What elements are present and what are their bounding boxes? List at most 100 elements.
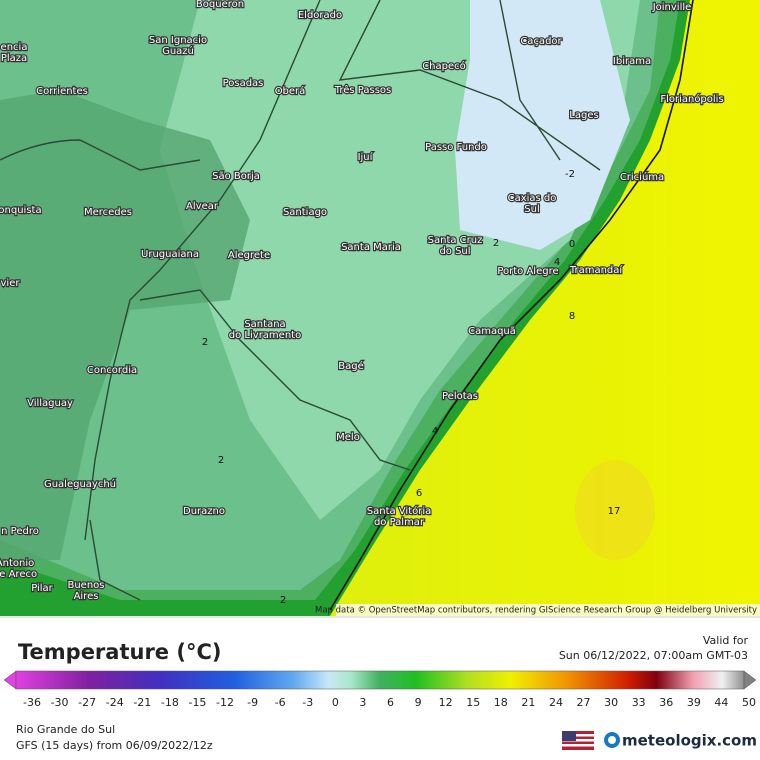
city-label: Pelotas xyxy=(442,391,478,402)
scale-tick-label: 0 xyxy=(332,696,339,709)
city-label: Pilar xyxy=(31,583,53,594)
city-label: Oberá xyxy=(275,85,306,97)
city-label: Porto Alegre xyxy=(497,266,558,277)
contour-label: 4 xyxy=(554,257,560,268)
city-label: Eldorado xyxy=(298,10,342,21)
city-label: Mercedes xyxy=(84,207,132,218)
valid-time: Sun 06/12/2022, 07:00am GMT-03 xyxy=(559,649,748,662)
colorbar-arrow-right xyxy=(743,670,757,690)
city-label: Passo Fundo xyxy=(425,142,487,153)
scale-tick-label: 39 xyxy=(687,696,701,709)
region: Rio Grande do Sul xyxy=(16,723,115,736)
city-label: Corrientes xyxy=(36,86,88,97)
city-label: Villaguay xyxy=(27,398,73,409)
city-label: Sul xyxy=(524,204,539,215)
city-label: Alegrete xyxy=(228,250,270,261)
city-label: Boqueron xyxy=(196,0,244,10)
flag xyxy=(562,731,594,750)
scale-tick-label: -27 xyxy=(78,696,96,709)
city-label: Florianópolis xyxy=(660,93,723,105)
scale-tick-label: 9 xyxy=(415,696,422,709)
scale-tick-label: 6 xyxy=(387,696,394,709)
city-label: Santa Cruz xyxy=(428,235,483,246)
city-label: Antonio xyxy=(0,558,34,569)
brand[interactable]: meteologix.com xyxy=(622,732,757,750)
contour-label: 6 xyxy=(416,488,422,499)
contour-label: 2 xyxy=(218,455,224,466)
contour-label: 4 xyxy=(432,426,438,437)
scale-tick-label: 36 xyxy=(659,696,673,709)
model: GFS (15 days) from 06/09/2022/12z xyxy=(16,739,213,752)
city-label: Melo xyxy=(336,432,360,443)
scale-tick-label: 27 xyxy=(577,696,591,709)
zone-west xyxy=(0,90,250,560)
scale-tick-label: 21 xyxy=(521,696,535,709)
city-label: Camaquã xyxy=(468,326,516,337)
city-label: Ibirama xyxy=(613,56,651,67)
city-label: Gualeguaychú xyxy=(44,478,116,490)
city-label: Lages xyxy=(569,110,598,121)
city-label: Plaza xyxy=(1,53,27,64)
city-label: Buenos xyxy=(67,580,104,591)
city-label: San Ignacio xyxy=(149,35,207,46)
scale-tick-label: 3 xyxy=(359,696,366,709)
city-label: Alvear xyxy=(186,201,219,212)
city-label: Tramandaí xyxy=(569,264,624,276)
attribution-bg xyxy=(336,604,760,616)
city-label: do Livramento xyxy=(229,330,301,341)
city-label: Bagé xyxy=(338,360,364,372)
city-label: Uruguaiana xyxy=(141,249,199,260)
scale-tick-label: -12 xyxy=(216,696,234,709)
borders xyxy=(0,0,601,601)
scale-tick-label: 24 xyxy=(549,696,563,709)
scale-tick-label: -36 xyxy=(23,696,41,709)
contour-label: 2 xyxy=(493,238,499,249)
scale-tick-label: -3 xyxy=(302,696,313,709)
attribution: Map data © OpenStreetMap contributors, r… xyxy=(315,606,757,616)
warm-core xyxy=(575,460,655,560)
scale-tick-label: 50 xyxy=(742,696,756,709)
contour-label: 17 xyxy=(608,506,621,517)
scale-tick-label: 12 xyxy=(439,696,453,709)
scale-tick-label: -30 xyxy=(51,696,69,709)
city-label: Criciúma xyxy=(620,171,664,183)
city-label: do Sul xyxy=(439,246,470,257)
city-label: São Borja xyxy=(212,171,260,182)
contour-label: -2 xyxy=(565,169,575,180)
colorbar xyxy=(15,670,745,690)
city-label: Santiago xyxy=(283,207,327,218)
city-label: Concordia xyxy=(87,365,137,376)
city-label: do Palmar xyxy=(374,517,425,528)
contour-label: 2 xyxy=(202,337,208,348)
scale-tick-label: 18 xyxy=(494,696,508,709)
scale-tick-label: 15 xyxy=(466,696,480,709)
city-label: Três Passos xyxy=(334,84,392,96)
city-label: vier xyxy=(1,278,21,289)
contour-labels: -2 0 2 4 8 4 6 2 2 2 17 xyxy=(202,169,621,606)
city-label: de Areco xyxy=(0,569,37,580)
city-label: onquista xyxy=(0,205,42,216)
colorbar-ticks: -36 -30 -27 -24 -21 -18 -15 -12 -9 -6 -3 0 3 6 9 12 15 18… xyxy=(23,696,756,709)
contour-label: 0 xyxy=(569,239,575,250)
zone-cold xyxy=(455,0,630,250)
scale-tick-label: -6 xyxy=(275,696,286,709)
legend-title: Temperature (°C) xyxy=(18,640,221,664)
scale-tick-label: -18 xyxy=(161,696,179,709)
scale-tick-label: -15 xyxy=(188,696,206,709)
coastline xyxy=(329,0,694,611)
city-label: Caxias do xyxy=(508,193,557,204)
scale-tick-label: 30 xyxy=(604,696,618,709)
city-label: Santana xyxy=(244,319,285,330)
contour-label: 8 xyxy=(569,311,575,322)
colorbar-arrow-left xyxy=(3,670,17,690)
contour-label: 2 xyxy=(280,595,286,606)
city-label: Ijuí xyxy=(358,151,374,163)
city-label: Joinville xyxy=(652,2,692,13)
scale-tick-label: -9 xyxy=(247,696,258,709)
scale-tick-label: -24 xyxy=(106,696,124,709)
city-label: Santa Vitória xyxy=(367,505,432,517)
city-label: Aires xyxy=(74,591,99,602)
